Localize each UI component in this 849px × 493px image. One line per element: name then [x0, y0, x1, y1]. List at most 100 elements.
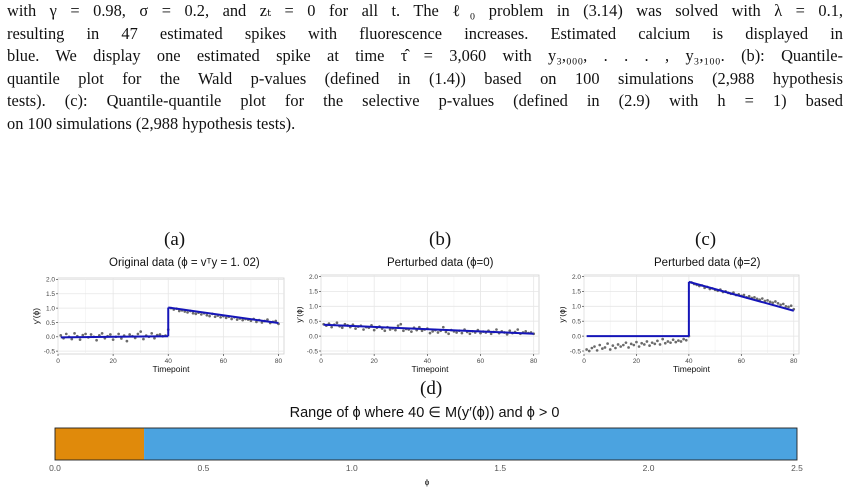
data-point — [495, 328, 498, 331]
data-point — [255, 320, 258, 324]
data-point — [402, 329, 405, 333]
data-point — [394, 328, 397, 332]
panel-title-c: Perturbed data (ϕ=2) — [654, 257, 761, 269]
y-axis-label: y′(ϕ) — [560, 306, 567, 322]
data-point — [362, 328, 365, 331]
data-point — [84, 332, 87, 336]
data-point — [640, 341, 644, 345]
y-tick-label: 0.0 — [309, 333, 318, 340]
data-point — [771, 301, 775, 305]
x-tick-label: 80 — [530, 358, 538, 365]
x-tick-label: 40 — [165, 358, 173, 365]
range-tick-label: 0.5 — [197, 463, 209, 473]
x-axis-label: Timepoint — [411, 364, 449, 374]
data-point — [128, 333, 132, 336]
data-point — [679, 340, 683, 343]
data-point — [671, 338, 675, 342]
data-point — [621, 343, 625, 347]
plot-background — [57, 277, 285, 355]
fit-line-segment — [168, 306, 279, 325]
data-point — [136, 332, 140, 336]
x-tick-label: 40 — [685, 358, 693, 365]
data-point — [766, 298, 769, 302]
chart-panel-c: 0 20 40 60 80 -0.5 0.0 0.5 1.0 1.5 2.0 Timepoint y′(… — [560, 274, 800, 374]
data-point — [648, 344, 651, 348]
x-tick-label: 0 — [56, 358, 60, 365]
data-point — [779, 303, 782, 307]
data-point — [650, 341, 654, 345]
data-point — [642, 343, 646, 346]
data-point — [598, 343, 602, 347]
data-point — [505, 332, 509, 336]
panel-title-a: Original data (ϕ = vᵀy = 1. 02) — [109, 257, 260, 269]
data-point — [235, 318, 239, 321]
data-point — [150, 332, 154, 335]
y-tick-label: -0.5 — [307, 348, 319, 355]
range-tick-label: 2.0 — [643, 463, 655, 473]
y-axis-label: y′(ϕ) — [31, 308, 41, 324]
data-point — [340, 326, 344, 330]
data-point — [508, 329, 512, 333]
data-point — [420, 329, 424, 333]
data-point — [441, 325, 445, 329]
range-segment — [55, 428, 145, 460]
data-point — [663, 341, 667, 345]
data-point — [59, 334, 63, 337]
y-tick-label: 0.5 — [46, 320, 55, 327]
caption-line: blue. We display one estimated spike at … — [7, 46, 843, 65]
data-point — [266, 318, 269, 321]
fit-line-segment — [688, 280, 795, 312]
y-tick-label: 0.0 — [46, 334, 55, 341]
data-point — [109, 333, 112, 336]
data-point — [335, 321, 339, 325]
range-panel-title: Range of ϕ where 40 ∈ M(y′(ϕ)) and ϕ > 0 — [289, 405, 560, 421]
data-point — [460, 331, 464, 335]
data-point — [606, 342, 609, 345]
x-tick-label: 0 — [319, 358, 323, 365]
y-tick-label: 2.0 — [46, 277, 55, 284]
data-point — [372, 328, 376, 332]
data-point — [632, 343, 636, 347]
data-point — [205, 313, 209, 317]
data-point — [653, 342, 657, 346]
data-point — [444, 330, 448, 334]
y-tick-label: 2.0 — [572, 274, 581, 281]
data-point — [436, 331, 440, 334]
data-point — [677, 339, 680, 342]
data-point — [608, 348, 612, 351]
data-point — [213, 315, 217, 319]
range-tick-label: 1.5 — [494, 463, 506, 473]
x-tick-label: 60 — [477, 358, 485, 365]
data-point — [595, 349, 599, 352]
data-point — [781, 302, 785, 306]
range-x-axis-label: ϕ — [425, 477, 430, 487]
data-point — [230, 317, 233, 321]
data-point — [139, 330, 143, 333]
data-point — [624, 341, 628, 345]
data-point — [455, 331, 458, 334]
x-tick-label: 0 — [582, 358, 586, 365]
data-point — [524, 329, 528, 333]
y-axis-label: y′(ϕ) — [297, 306, 304, 322]
range-tick-label: 0.0 — [49, 463, 61, 473]
data-point — [468, 332, 472, 336]
data-point — [241, 318, 245, 322]
panel-title-b: Perturbed data (ϕ=0) — [387, 257, 494, 269]
panel-letter-d: (d) — [420, 378, 443, 399]
data-point — [669, 341, 672, 345]
data-point — [637, 345, 641, 348]
data-point — [428, 331, 432, 335]
data-point — [635, 340, 638, 344]
data-point — [410, 330, 413, 333]
data-point — [208, 314, 211, 318]
x-tick-label: 20 — [110, 358, 118, 365]
data-point — [95, 338, 98, 342]
y-tick-label: -0.5 — [570, 348, 582, 355]
caption-line: tests). (c): Quantile-quantile plot for … — [7, 91, 843, 110]
data-point — [629, 342, 633, 346]
data-point — [70, 337, 74, 341]
data-point — [81, 333, 85, 337]
fit-line-segment — [323, 323, 534, 335]
data-point — [64, 332, 68, 336]
y-tick-label: 1.5 — [309, 289, 318, 296]
